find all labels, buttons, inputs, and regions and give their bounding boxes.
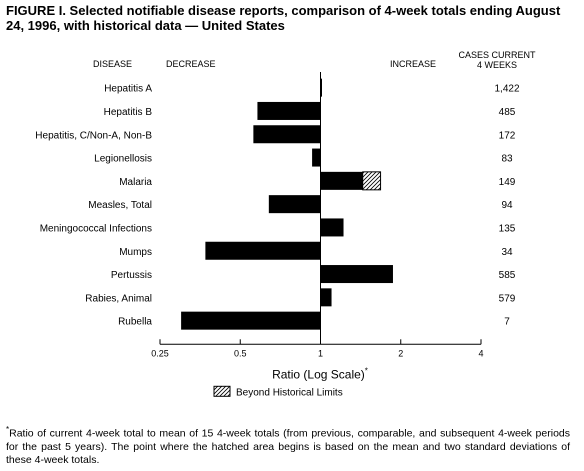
category-label: Rabies, Animal (85, 293, 152, 304)
category-label: Legionellosis (94, 154, 152, 165)
bar (205, 241, 321, 260)
cases-value: 83 (501, 154, 513, 165)
category-label: Meningococcal Infections (40, 223, 152, 234)
cases-value: 579 (499, 293, 516, 304)
cases-value: 135 (499, 223, 516, 234)
bar (181, 311, 321, 330)
bar (268, 195, 321, 214)
bar (320, 171, 363, 190)
bar (320, 218, 344, 237)
cases-value: 149 (499, 177, 516, 188)
x-tick-label: 1 (318, 348, 323, 358)
bar (253, 125, 321, 144)
header-cases-line2: 4 WEEKS (476, 60, 517, 70)
x-tick-label: 0.25 (151, 348, 169, 358)
bar (320, 265, 393, 284)
category-label: Hepatitis B (104, 107, 153, 118)
x-tick-label: 2 (398, 348, 403, 358)
category-label: Measles, Total (88, 200, 152, 211)
category-label: Rubella (118, 317, 152, 328)
figure-title: FIGURE I. Selected notifiable disease re… (6, 3, 561, 33)
category-label: Hepatitis, C/Non-A, Non-B (35, 130, 152, 141)
bar (312, 148, 321, 167)
footnote: *Ratio of current 4-week total to mean o… (6, 423, 570, 467)
ratio-bar-chart: Hepatitis A 1,422 Hepatitis B 485 Hepatitis,… (35, 72, 520, 398)
footnote-text: Ratio of current 4-week total to mean of… (6, 427, 570, 466)
category-label: Pertussis (111, 270, 152, 281)
category-label: Malaria (119, 177, 152, 188)
legend-label: Beyond Historical Limits (236, 387, 343, 398)
x-tick-label: 0.5 (234, 348, 247, 358)
header-disease: DISEASE (93, 59, 133, 69)
bar-hatched-segment (362, 171, 382, 191)
cases-value: 1,422 (494, 84, 519, 95)
category-label: Mumps (119, 247, 152, 258)
header-decrease: DECREASE (166, 59, 216, 69)
bar (320, 78, 322, 97)
x-axis-label-marker: * (365, 366, 368, 375)
category-label: Hepatitis A (104, 84, 152, 95)
bar (320, 288, 332, 307)
cases-value: 7 (504, 317, 510, 328)
footnote-marker: * (6, 425, 10, 434)
x-tick-label: 4 (478, 348, 483, 358)
header-cases-line1: CASES CURRENT (458, 50, 536, 60)
cases-value: 94 (501, 200, 513, 211)
bar (257, 101, 321, 120)
x-axis-label: Ratio (Log Scale)* (272, 366, 368, 381)
cases-value: 34 (501, 247, 513, 258)
cases-value: 172 (499, 130, 516, 141)
cases-value: 485 (499, 107, 516, 118)
legend-hatch-swatch (213, 385, 231, 397)
header-increase: INCREASE (390, 59, 437, 69)
cases-value: 585 (499, 270, 516, 281)
